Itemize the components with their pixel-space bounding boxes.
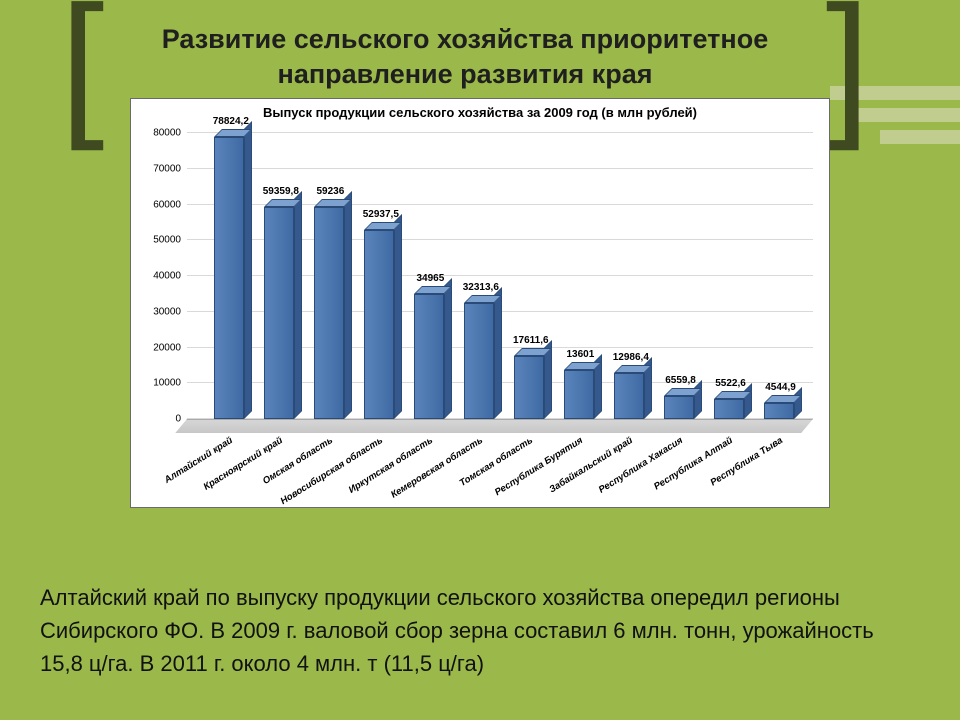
bar-category-label: Кемеровская область <box>389 435 485 501</box>
bar-value-label: 17611,6 <box>513 335 549 346</box>
y-tick-label: 0 <box>175 414 181 425</box>
slide-body-text: Алтайский край по выпуску продукции сель… <box>40 581 920 680</box>
chart-floor <box>175 419 813 433</box>
y-tick-label: 60000 <box>153 199 181 210</box>
accent-bar-3 <box>880 130 960 144</box>
bar-value-label: 13601 <box>566 349 594 360</box>
bar-value-label: 4544,9 <box>765 382 796 393</box>
y-tick-label: 40000 <box>153 271 181 282</box>
y-tick-label: 30000 <box>153 306 181 317</box>
y-tick-label: 50000 <box>153 235 181 246</box>
slide-title: Развитие сельского хозяйства приоритетно… <box>110 22 820 92</box>
y-tick-label: 10000 <box>153 378 181 389</box>
chart-gridline <box>187 168 813 169</box>
accent-bar-2 <box>855 108 960 122</box>
bar-value-label: 59359,8 <box>263 186 299 197</box>
bar-category-label: Забайкальский край <box>547 435 634 495</box>
bar-category-label: Республика Бурятия <box>493 435 585 498</box>
chart-gridline <box>187 132 813 133</box>
y-tick-label: 20000 <box>153 342 181 353</box>
bar-category-label: Иркутская область <box>347 435 435 496</box>
bar-value-label: 34965 <box>416 273 444 284</box>
y-tick-label: 70000 <box>153 163 181 174</box>
y-tick-label: 80000 <box>153 128 181 139</box>
chart-panel: Выпуск продукции сельского хозяйства за … <box>130 98 830 508</box>
bar-value-label: 12986,4 <box>613 352 649 363</box>
bar-value-label: 78824,2 <box>213 116 249 127</box>
chart-plot-area: 0100002000030000400005000060000700008000… <box>187 133 813 419</box>
bar-value-label: 32313,6 <box>463 282 499 293</box>
right-bracket-icon: ] <box>826 10 870 114</box>
bar-value-label: 59236 <box>316 186 344 197</box>
bar-category-label: Республика Хакасия <box>597 435 685 496</box>
bar-value-label: 6559,8 <box>665 375 696 386</box>
bar-value-label: 5522,6 <box>715 378 746 389</box>
bar-value-label: 52937,5 <box>363 209 399 220</box>
left-bracket-icon: [ <box>60 10 104 114</box>
